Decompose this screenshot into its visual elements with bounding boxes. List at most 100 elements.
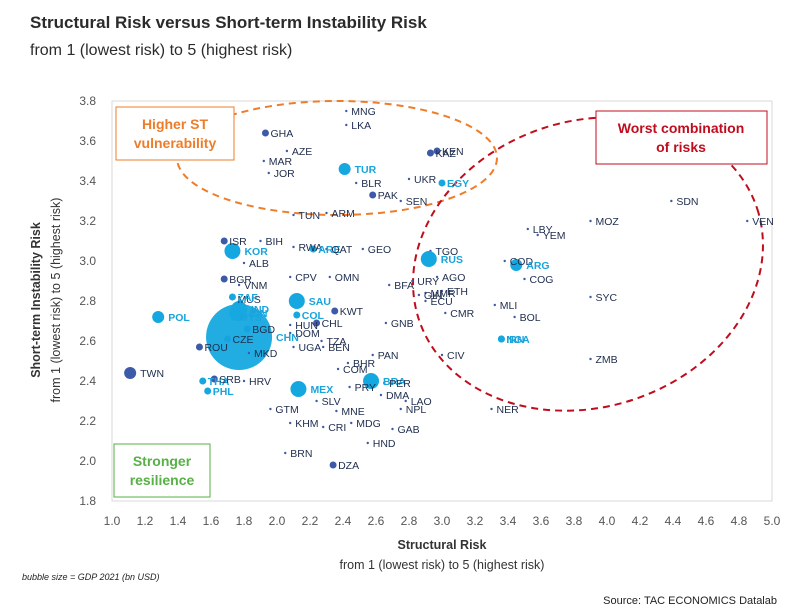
- label-chl: CHL: [322, 318, 343, 330]
- label-mar: MAR: [269, 156, 293, 168]
- point-kwt: [331, 307, 339, 315]
- y-tick-label: 3.0: [79, 254, 96, 268]
- point-are: [309, 245, 317, 253]
- label-mmr: MMR: [431, 288, 456, 300]
- point-dma: [379, 393, 383, 397]
- point-bfa: [388, 283, 391, 287]
- label-are: ARE: [318, 244, 340, 256]
- point-gtm: [269, 407, 272, 411]
- label-zmb: ZMB: [596, 354, 618, 366]
- point-mmr: [424, 291, 427, 295]
- point-brn: [284, 451, 287, 455]
- label-bgd: BGD: [252, 324, 275, 336]
- point-arm: [325, 211, 328, 215]
- label-kor: KOR: [244, 246, 268, 258]
- label-tha: THA: [208, 376, 230, 388]
- y-tick-label: 3.6: [79, 134, 96, 148]
- label-bih: BIH: [266, 236, 284, 248]
- point-kaz: [426, 149, 434, 157]
- y-tick-label: 2.6: [79, 334, 96, 348]
- x-tick-label: 1.6: [203, 514, 220, 528]
- point-bgr: [220, 275, 228, 283]
- label-ner: NER: [497, 404, 520, 416]
- x-tick-label: 2.0: [269, 514, 286, 528]
- label-geo: GEO: [368, 244, 391, 256]
- point-ury: [411, 279, 414, 283]
- point-rwa: [292, 245, 295, 249]
- point-gin: [417, 293, 421, 297]
- label-mys: MYS: [239, 312, 262, 324]
- point-cog: [523, 277, 526, 281]
- label-rwa: RWA: [299, 242, 323, 254]
- label-gnb: GNB: [391, 318, 414, 330]
- x-axis-subtitle: from 1 (lowest risk) to 5 (highest risk): [340, 558, 545, 572]
- x-tick-label: 4.6: [698, 514, 715, 528]
- x-tick-label: 1.4: [170, 514, 187, 528]
- label-com: COM: [343, 364, 368, 376]
- label-mus: MUS: [237, 294, 260, 306]
- bubble-size-footnote: bubble size = GDP 2021 (bn USD): [22, 572, 160, 582]
- point-bol: [513, 315, 516, 319]
- label-cmr: CMR: [450, 308, 474, 320]
- point-egy: [438, 179, 446, 187]
- label-arm: ARM: [332, 208, 355, 220]
- label-vnm: VNM: [244, 280, 267, 292]
- point-mar: [262, 159, 265, 163]
- chart-title: Structural Risk versus Short-term Instab…: [30, 13, 427, 32]
- y-axis-subtitle: from 1 (lowest risk) to 5 (highest risk): [49, 198, 63, 403]
- y-tick-label: 3.8: [79, 94, 96, 108]
- annotation-box-orange: [115, 106, 235, 161]
- point-mli: [493, 303, 496, 307]
- point-ken: [433, 147, 441, 155]
- point-mne: [335, 409, 338, 413]
- label-civ: CIV: [447, 350, 465, 362]
- point-irn: [497, 335, 505, 343]
- point-pry: [348, 385, 351, 389]
- label-twn: TWN: [140, 368, 164, 380]
- label-blr: BLR: [361, 178, 382, 190]
- point-mkd: [247, 351, 251, 355]
- label-tgo: TGO: [435, 246, 458, 258]
- label-uga: UGA: [299, 342, 322, 354]
- label-bgr: BGR: [229, 274, 252, 286]
- label-lka: LKA: [351, 120, 371, 132]
- point-arg: [510, 259, 523, 271]
- annotation-boxes: Higher ST vulnerability Worst combination o…: [113, 106, 768, 498]
- point-phl: [204, 387, 212, 395]
- point-zaf: [228, 293, 236, 301]
- label-yem: YEM: [543, 230, 566, 242]
- label-sen: SEN: [406, 196, 428, 208]
- point-hun: [289, 323, 292, 327]
- x-tick-label: 4.2: [632, 514, 649, 528]
- point-sen: [399, 199, 402, 203]
- label-eth: ETH: [447, 286, 468, 298]
- y-tick-label: 2.4: [79, 374, 96, 388]
- label-mng: MNG: [351, 106, 376, 118]
- y-tick-label: 2.0: [79, 454, 96, 468]
- point-aze: [285, 149, 289, 153]
- point-qat: [325, 247, 328, 251]
- x-tick-label: 2.4: [335, 514, 352, 528]
- point-zmb: [589, 357, 592, 361]
- x-tick-label: 3.6: [533, 514, 550, 528]
- point-rus: [420, 251, 437, 267]
- label-irn: IRN: [506, 334, 524, 346]
- label-qat: QAT: [332, 244, 353, 256]
- plot-frame: [111, 100, 773, 502]
- point-slv: [315, 399, 318, 403]
- point-sau: [288, 293, 305, 309]
- point-npl: [399, 407, 402, 411]
- y-axis-title: Short-term Instability Risk: [29, 222, 43, 378]
- annotation-text: vulnerability: [134, 135, 217, 151]
- point-tur: [338, 163, 351, 175]
- label-gab: GAB: [398, 424, 420, 436]
- label-idn: IDN: [249, 308, 267, 320]
- x-tick-label: 3.4: [500, 514, 517, 528]
- point-bih: [259, 239, 262, 243]
- label-srb: SRB: [219, 374, 241, 386]
- label-ben: BEN: [328, 342, 350, 354]
- label-ecu: ECU: [431, 296, 453, 308]
- point-ner: [490, 407, 493, 411]
- label-cri: CRI: [328, 422, 346, 434]
